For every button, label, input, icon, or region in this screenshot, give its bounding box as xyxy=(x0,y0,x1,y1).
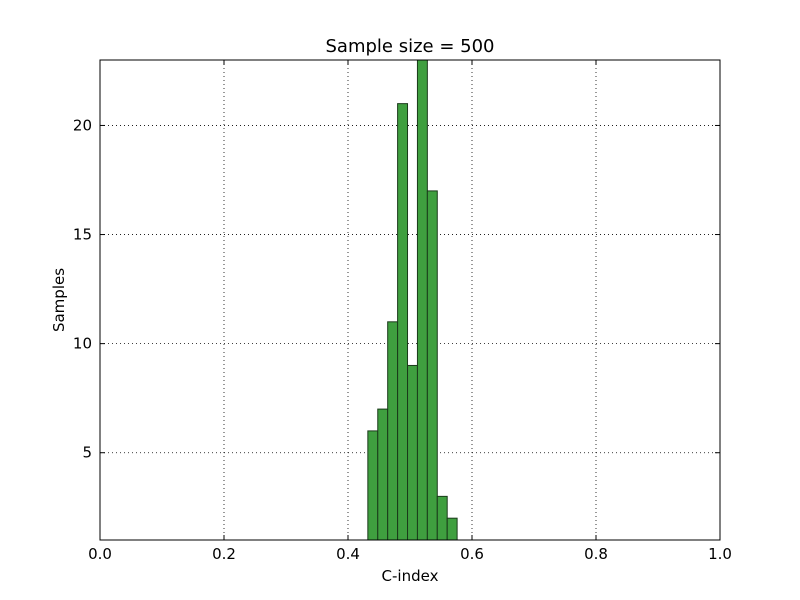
y-tick-label: 10 xyxy=(73,335,92,353)
axis-ticks xyxy=(99,60,721,540)
y-tick-labels: 5 10 15 20 xyxy=(73,116,92,461)
histogram-bar xyxy=(377,408,389,541)
chart-title: Sample size = 500 xyxy=(326,36,495,57)
y-tick-label: 5 xyxy=(82,444,92,462)
grid-lines xyxy=(100,60,720,540)
histogram-bar xyxy=(416,59,428,541)
x-tick-label: 0.0 xyxy=(88,545,112,563)
x-tick-label: 1.0 xyxy=(708,545,732,563)
x-axis-label: C-index xyxy=(382,567,439,585)
histogram-bar xyxy=(426,190,438,541)
y-axis-label: Samples xyxy=(50,268,68,332)
histogram-bar xyxy=(407,364,418,541)
histogram-bar xyxy=(367,430,379,541)
histogram-bar xyxy=(436,495,448,541)
x-tick-label: 0.6 xyxy=(460,545,484,563)
x-tick-label: 0.8 xyxy=(584,545,608,563)
histogram-bar xyxy=(387,321,399,541)
histogram-bar xyxy=(397,103,409,541)
plot-frame xyxy=(99,59,721,541)
x-tick-label: 0.4 xyxy=(336,545,360,563)
y-tick-label: 15 xyxy=(73,226,92,244)
histogram-bars xyxy=(367,59,458,541)
y-tick-label: 20 xyxy=(73,116,92,134)
x-tick-labels: 0.0 0.2 0.4 0.6 0.8 1.0 xyxy=(88,545,732,563)
histogram-bar xyxy=(446,517,458,541)
x-tick-label: 0.2 xyxy=(212,545,236,563)
